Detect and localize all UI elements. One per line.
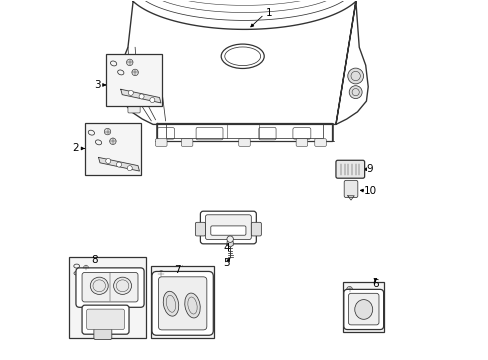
- Ellipse shape: [184, 293, 200, 318]
- Circle shape: [105, 158, 110, 163]
- Ellipse shape: [354, 300, 372, 319]
- Circle shape: [83, 265, 88, 270]
- Polygon shape: [121, 89, 161, 103]
- FancyBboxPatch shape: [82, 305, 129, 334]
- Text: 8: 8: [91, 255, 98, 265]
- FancyBboxPatch shape: [128, 102, 140, 113]
- Bar: [106, 54, 162, 107]
- Circle shape: [128, 90, 133, 95]
- FancyBboxPatch shape: [82, 273, 138, 302]
- Bar: [343, 282, 384, 332]
- FancyBboxPatch shape: [314, 139, 325, 146]
- FancyBboxPatch shape: [205, 215, 251, 239]
- FancyBboxPatch shape: [158, 277, 206, 330]
- FancyBboxPatch shape: [344, 180, 357, 198]
- Text: 4: 4: [223, 243, 229, 253]
- Bar: [85, 123, 140, 175]
- Circle shape: [226, 236, 233, 242]
- FancyBboxPatch shape: [348, 293, 378, 325]
- FancyBboxPatch shape: [76, 268, 144, 307]
- Ellipse shape: [163, 291, 178, 316]
- Text: 3: 3: [94, 80, 101, 90]
- Text: 7: 7: [173, 265, 180, 275]
- Circle shape: [126, 59, 133, 66]
- Ellipse shape: [90, 277, 108, 294]
- FancyBboxPatch shape: [251, 222, 261, 236]
- Circle shape: [347, 68, 363, 84]
- Bar: [69, 257, 145, 338]
- Polygon shape: [99, 157, 139, 171]
- FancyBboxPatch shape: [86, 309, 124, 329]
- Text: 10: 10: [363, 186, 376, 197]
- Circle shape: [149, 98, 155, 103]
- FancyBboxPatch shape: [200, 211, 256, 244]
- Circle shape: [132, 69, 138, 76]
- FancyBboxPatch shape: [296, 139, 307, 146]
- Text: 5: 5: [223, 258, 229, 268]
- Bar: [151, 266, 214, 338]
- Circle shape: [109, 138, 116, 144]
- Text: 2: 2: [73, 143, 79, 153]
- Circle shape: [139, 94, 144, 99]
- FancyBboxPatch shape: [195, 222, 205, 236]
- Circle shape: [348, 86, 362, 99]
- FancyBboxPatch shape: [335, 160, 364, 178]
- Polygon shape: [119, 1, 367, 125]
- FancyBboxPatch shape: [343, 289, 383, 329]
- FancyBboxPatch shape: [128, 73, 140, 86]
- FancyBboxPatch shape: [181, 139, 192, 146]
- Ellipse shape: [113, 277, 131, 294]
- Circle shape: [127, 166, 132, 171]
- FancyBboxPatch shape: [238, 139, 250, 146]
- FancyBboxPatch shape: [128, 90, 140, 102]
- FancyBboxPatch shape: [94, 328, 112, 339]
- Circle shape: [116, 162, 121, 167]
- FancyBboxPatch shape: [152, 271, 213, 335]
- FancyBboxPatch shape: [210, 226, 245, 235]
- Text: 9: 9: [366, 164, 372, 174]
- Circle shape: [104, 129, 110, 135]
- Circle shape: [346, 287, 352, 292]
- Circle shape: [158, 271, 164, 277]
- FancyBboxPatch shape: [155, 139, 167, 146]
- Text: 6: 6: [371, 279, 378, 289]
- Text: 1: 1: [266, 8, 272, 18]
